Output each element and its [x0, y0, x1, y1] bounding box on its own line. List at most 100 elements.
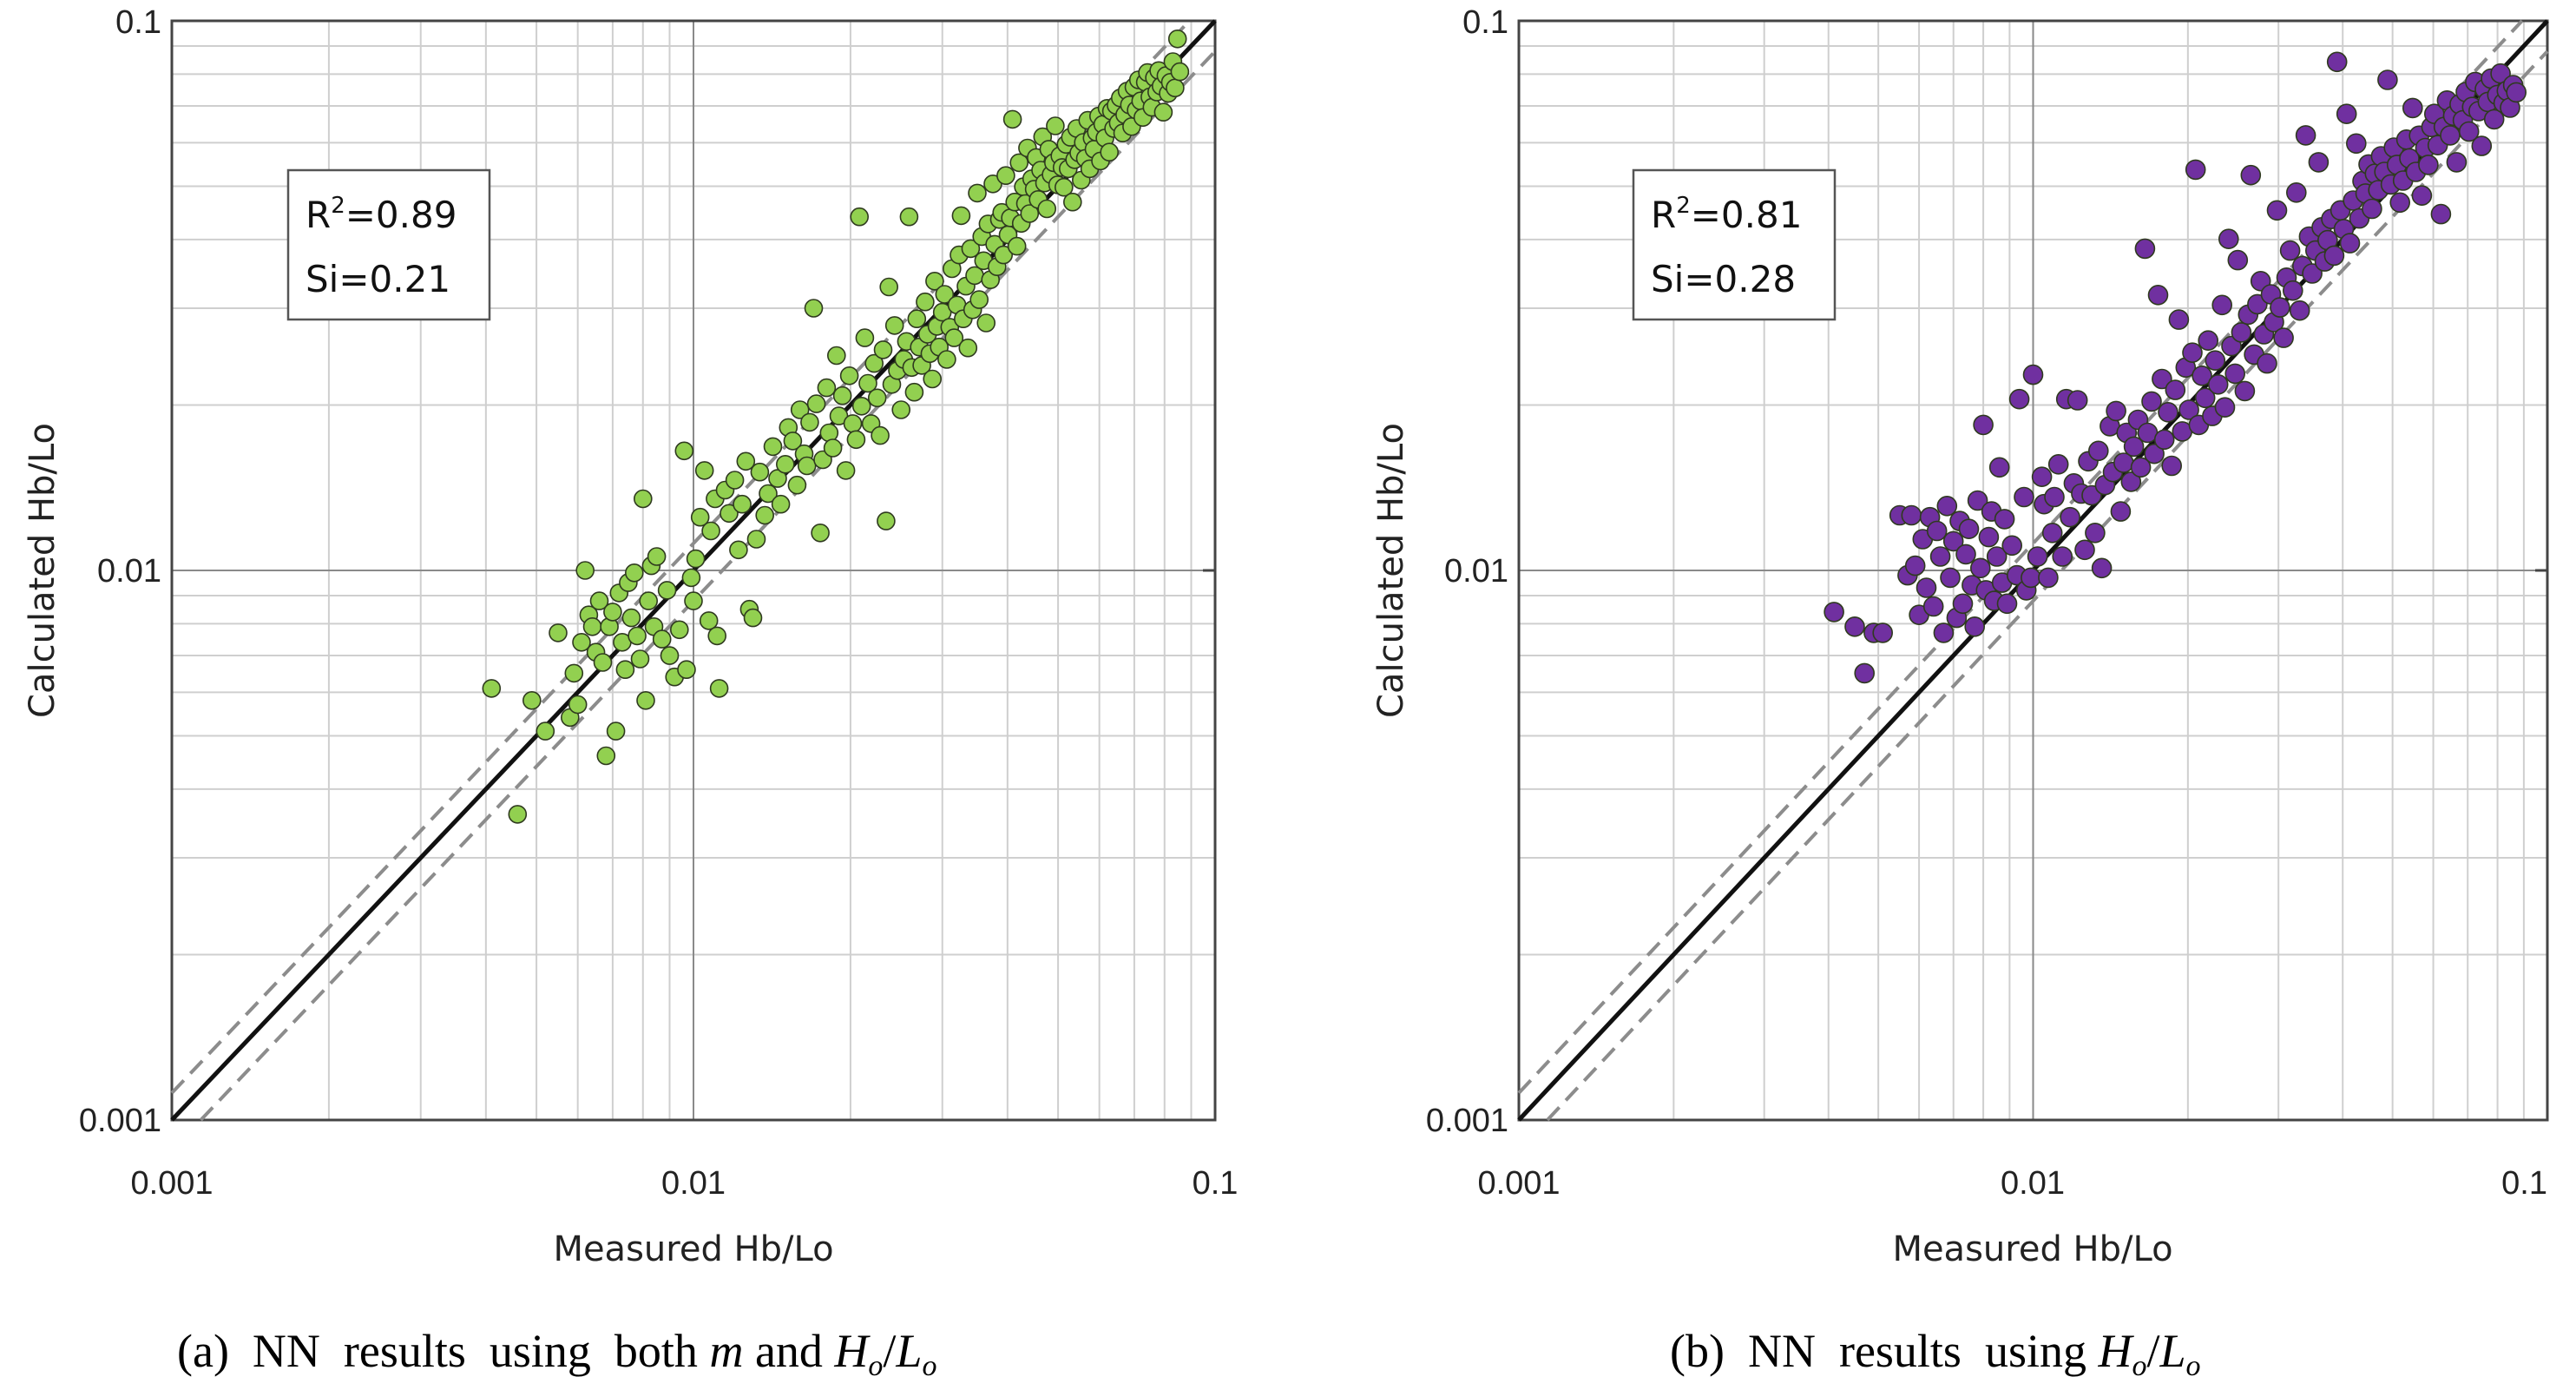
- data-point: [1055, 177, 1074, 197]
- data-point: [2001, 535, 2022, 557]
- data-point: [1964, 616, 1985, 637]
- data-point: [937, 350, 956, 369]
- data-point: [589, 591, 609, 610]
- y-tick-label: 0.1: [1462, 4, 1508, 41]
- data-point: [994, 245, 1013, 265]
- r-squared-label: R2=0.89: [306, 193, 457, 236]
- data-point: [628, 626, 647, 646]
- data-point: [2074, 539, 2095, 561]
- stats-box-frame: [286, 168, 491, 321]
- data-point: [2289, 300, 2310, 321]
- y-tick-label: 0.001: [79, 1103, 161, 1139]
- data-point: [811, 523, 830, 543]
- data-point: [1153, 102, 1173, 122]
- data-point: [867, 388, 887, 408]
- data-point: [1002, 109, 1022, 129]
- data-point: [855, 328, 875, 347]
- plot-frame-a: [170, 19, 1217, 1122]
- data-point: [884, 316, 904, 335]
- data-point: [1978, 526, 2000, 548]
- data-point: [1904, 555, 1926, 576]
- data-point: [736, 451, 756, 471]
- data-point: [1844, 616, 1865, 637]
- data-point: [846, 430, 866, 450]
- y-tick-labels-a: 0.1 0.01 0.001: [79, 4, 161, 1139]
- data-point: [968, 183, 987, 203]
- data-point: [891, 400, 910, 419]
- x-tick-labels-b: 0.001 0.01 0.1: [1477, 1165, 2547, 1202]
- x-tick-label: 0.01: [2001, 1165, 2065, 1202]
- y-tick-label: 0.01: [97, 553, 161, 590]
- data-point: [2091, 557, 2113, 579]
- data-point: [621, 608, 641, 628]
- data-point: [2134, 238, 2156, 260]
- data-point: [686, 549, 706, 569]
- data-point: [572, 632, 591, 652]
- data-point: [2506, 82, 2527, 103]
- data-point: [1942, 530, 1964, 552]
- data-point: [925, 271, 944, 291]
- data-point: [2471, 135, 2493, 156]
- data-point: [1167, 29, 1187, 49]
- data-point: [2008, 388, 2030, 410]
- plot-frame-b: [1517, 19, 2549, 1122]
- data-point: [1929, 546, 1951, 567]
- data-point: [2014, 486, 2034, 508]
- chart-panel-a: 0.1 0.01 0.001 0.001 0.01 0.1 Measured H…: [23, 4, 1238, 1377]
- data-point: [2323, 245, 2345, 267]
- data-point: [775, 454, 795, 474]
- data-point: [647, 547, 667, 566]
- x-axis-label-b: Measured Hb/Lo: [1892, 1229, 2172, 1269]
- x-tick-labels-a: 0.001 0.01 0.1: [130, 1165, 1238, 1202]
- data-point: [1901, 504, 1922, 526]
- data-point: [2161, 455, 2182, 477]
- data-point: [575, 561, 595, 580]
- data-point: [2326, 51, 2348, 73]
- data-point: [2185, 159, 2206, 181]
- data-point: [482, 679, 502, 698]
- data-point: [2038, 567, 2059, 589]
- data-point: [1986, 546, 2008, 567]
- data-point: [568, 695, 588, 715]
- data-point: [2031, 466, 2053, 488]
- upper-bound-line: [170, 19, 1191, 1095]
- data-point: [2130, 457, 2152, 478]
- data-point: [674, 441, 694, 461]
- data-point: [2483, 109, 2505, 130]
- data-point: [733, 494, 752, 514]
- data-point: [877, 511, 896, 530]
- data-points-b: [1824, 51, 2527, 684]
- data-point: [615, 660, 635, 680]
- data-point: [2165, 379, 2186, 400]
- data-point: [2234, 380, 2256, 402]
- data-point: [750, 462, 770, 482]
- data-point: [2067, 390, 2088, 411]
- data-point: [2205, 350, 2226, 372]
- data-point: [720, 504, 739, 524]
- data-point: [2158, 401, 2178, 423]
- data-point: [684, 591, 703, 610]
- data-point: [633, 489, 653, 509]
- data-point: [2308, 152, 2330, 173]
- data-point: [951, 206, 971, 226]
- data-point: [508, 805, 528, 824]
- data-point: [1952, 593, 1974, 615]
- data-point: [2198, 330, 2218, 352]
- data-point: [536, 721, 555, 741]
- y-tick-label: 0.1: [115, 4, 161, 41]
- data-point: [944, 328, 964, 347]
- y-tick-labels-b: 0.1 0.01 0.001: [1426, 4, 1508, 1139]
- data-points-a: [482, 29, 1190, 824]
- data-point: [1166, 78, 1185, 98]
- data-point: [2362, 198, 2382, 220]
- data-point: [2339, 233, 2361, 254]
- data-point: [582, 616, 602, 636]
- data-point: [2147, 284, 2169, 306]
- data-point: [836, 461, 856, 480]
- data-point: [2120, 471, 2142, 492]
- data-point: [1988, 457, 2010, 478]
- data-point: [976, 313, 996, 333]
- data-point: [2266, 200, 2288, 221]
- data-point: [630, 649, 650, 669]
